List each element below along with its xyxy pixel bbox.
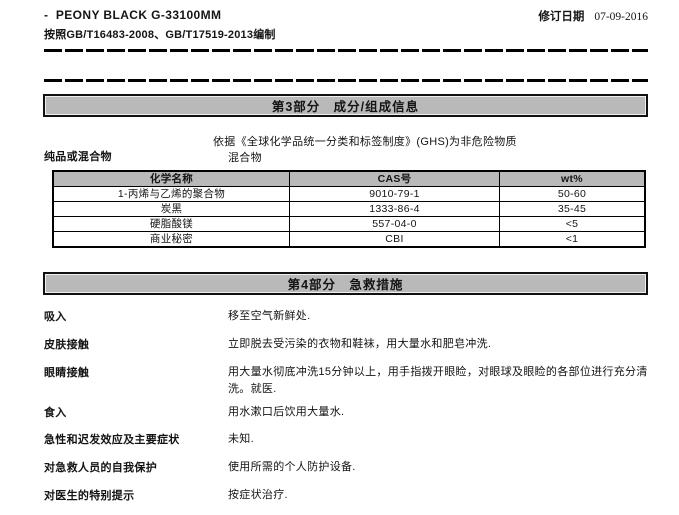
revision-date-value: 07-09-2016	[594, 11, 648, 23]
chemical-name-cell: 硬脂酸镁	[52, 216, 290, 232]
composition-table-header-row: 化学名称 CAS号 wt%	[52, 170, 646, 187]
table-row: 1-丙烯与乙烯的聚合物 9010-79-1 50-60	[52, 186, 646, 202]
horizontal-rule	[44, 79, 648, 82]
chemical-name-cell: 炭黑	[52, 201, 290, 217]
wt-cell: <1	[499, 231, 646, 248]
table-row: 商业秘密 CBI <1	[52, 231, 646, 248]
ghs-classification-note: 依据《全球化学品统一分类和标签制度》(GHS)为非危险物质	[213, 136, 517, 148]
section3-header-bar: 第3部分 成分/组成信息	[43, 94, 648, 117]
chemical-name-cell: 商业秘密	[52, 231, 290, 248]
wt-cell: 50-60	[499, 186, 646, 202]
cas-cell: 1333-86-4	[289, 201, 500, 217]
column-header-cas: CAS号	[289, 170, 500, 187]
composition-table: 化学名称 CAS号 wt% 1-丙烯与乙烯的聚合物 9010-79-1 50-6…	[52, 170, 646, 248]
first-aid-text: 立即脱去受污染的衣物和鞋袜，用大量水和肥皂冲洗.	[228, 338, 492, 350]
substance-or-mixture-value: 混合物	[228, 152, 262, 164]
revision-date-block: 修订日期 07-09-2016	[538, 8, 648, 24]
cas-cell: 9010-79-1	[289, 186, 500, 202]
cas-cell: CBI	[289, 231, 500, 248]
first-aid-label: 急性和迟发效应及主要症状	[44, 434, 180, 446]
product-title: - PEONY BLACK G-33100MM	[44, 8, 222, 22]
section4-title: 第4部分 急救措施	[287, 278, 404, 292]
section4-header-bar: 第4部分 急救措施	[43, 272, 648, 295]
first-aid-text: 未知.	[228, 433, 254, 445]
chemical-name-cell: 1-丙烯与乙烯的聚合物	[52, 186, 290, 202]
first-aid-label: 对医生的特别提示	[44, 490, 135, 502]
first-aid-text: 移至空气新鲜处.	[228, 310, 311, 322]
column-header-wt: wt%	[499, 170, 646, 187]
table-row: 硬脂酸镁 557-04-0 <5	[52, 216, 646, 232]
cas-cell: 557-04-0	[289, 216, 500, 232]
first-aid-text: 用水漱口后饮用大量水.	[228, 406, 345, 418]
prepared-according-to: 按照GB/T16483-2008、GB/T17519-2013编制	[44, 29, 276, 41]
first-aid-label: 食入	[44, 407, 67, 419]
first-aid-label: 对急救人员的自我保护	[44, 462, 157, 474]
first-aid-text: 按症状治疗.	[228, 489, 288, 501]
first-aid-label: 皮肤接触	[44, 339, 90, 351]
document-header-left: - PEONY BLACK G-33100MM 按照GB/T16483-2008…	[44, 8, 276, 42]
wt-cell: 35-45	[499, 201, 646, 217]
wt-cell: <5	[499, 216, 646, 232]
table-row: 炭黑 1333-86-4 35-45	[52, 201, 646, 217]
substance-or-mixture-label: 纯品或混合物	[44, 151, 112, 163]
column-header-chemical-name: 化学名称	[52, 170, 290, 187]
first-aid-label: 眼睛接触	[44, 367, 90, 379]
section3-title: 第3部分 成分/组成信息	[271, 100, 420, 114]
horizontal-rule	[44, 49, 648, 52]
revision-date-label: 修订日期	[538, 11, 585, 23]
first-aid-text: 用大量水彻底冲洗15分钟以上，用手指拨开眼睑，对眼球及眼睑的各部位进行充分清洗。…	[228, 366, 648, 395]
first-aid-text: 使用所需的个人防护设备.	[228, 461, 356, 473]
first-aid-label: 吸入	[44, 311, 67, 323]
